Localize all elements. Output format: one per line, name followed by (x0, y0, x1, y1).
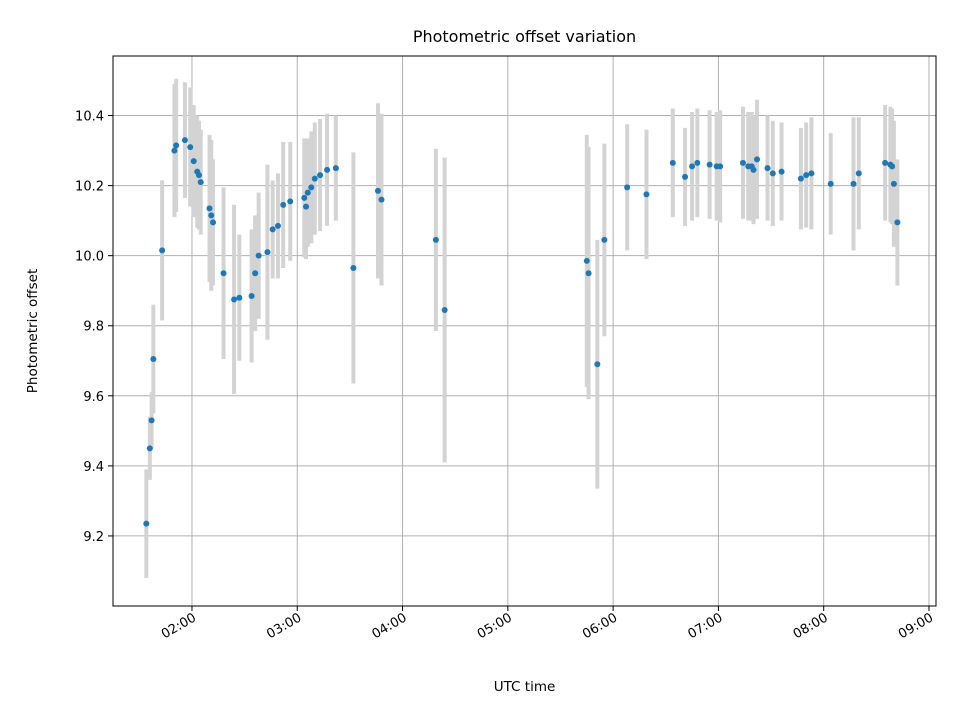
data-point (378, 196, 385, 203)
data-point (624, 184, 631, 191)
y-tick-label: 9.6 (83, 390, 104, 405)
data-point (269, 226, 276, 233)
data-point (682, 173, 689, 180)
data-point (583, 257, 590, 264)
data-point (350, 264, 357, 271)
data-point (159, 247, 166, 254)
data-point (717, 163, 724, 170)
data-point (301, 194, 308, 201)
data-point (280, 201, 287, 208)
data-point (197, 179, 204, 186)
data-point (208, 212, 215, 219)
data-point (855, 170, 862, 177)
data-point (252, 270, 259, 277)
y-tick-label: 10.2 (75, 180, 104, 195)
data-point (601, 236, 608, 243)
data-point (248, 292, 255, 299)
data-point (143, 520, 150, 527)
data-point (171, 147, 178, 154)
plot-frame (112, 55, 937, 607)
data-points (143, 137, 901, 527)
data-point (894, 219, 901, 226)
data-point (308, 184, 315, 191)
data-point (231, 296, 238, 303)
data-point (236, 294, 243, 301)
data-point (374, 187, 381, 194)
data-point (287, 198, 294, 205)
data-point (643, 191, 650, 198)
data-point (441, 306, 448, 313)
data-point (750, 166, 757, 173)
y-tick-label: 10.0 (75, 250, 104, 265)
data-point (706, 161, 713, 168)
data-point (303, 203, 310, 210)
data-point (778, 168, 785, 175)
data-point (195, 172, 202, 179)
data-point (694, 159, 701, 166)
data-point (311, 175, 318, 182)
data-point (210, 219, 217, 226)
data-point (808, 170, 815, 177)
data-point (220, 270, 227, 277)
data-point (264, 249, 271, 256)
x-axis-label: UTC time (494, 679, 556, 695)
data-point (173, 142, 180, 149)
data-point (187, 144, 194, 151)
data-point (181, 137, 188, 144)
data-point (889, 163, 896, 170)
data-point (797, 175, 804, 182)
data-point (754, 156, 761, 163)
data-point (882, 159, 889, 166)
data-point (148, 417, 155, 424)
chart-title: Photometric offset variation (413, 27, 636, 46)
data-point (594, 361, 601, 368)
data-point (190, 158, 197, 165)
data-point (432, 236, 439, 243)
y-tick-label: 9.8 (83, 320, 104, 335)
data-point (689, 163, 696, 170)
y-axis-ticks: 9.2 9.4 9.6 9.8 10.0 10.2 10.4 (75, 110, 113, 545)
data-point (890, 180, 897, 187)
y-tick-label: 9.4 (83, 460, 104, 475)
data-point (827, 180, 834, 187)
data-point (206, 205, 213, 212)
y-tick-label: 9.2 (83, 530, 104, 545)
data-point (769, 170, 776, 177)
data-point (850, 180, 857, 187)
data-point (739, 159, 746, 166)
data-point (317, 172, 324, 179)
y-tick-label: 10.4 (75, 110, 104, 125)
y-axis-label: Photometric offset (25, 269, 41, 393)
data-point (255, 252, 262, 259)
data-point (332, 165, 339, 172)
data-point (803, 172, 810, 179)
data-point (585, 270, 592, 277)
data-point (324, 166, 331, 173)
data-point (146, 445, 153, 452)
data-point (150, 356, 157, 363)
data-point (274, 222, 281, 229)
data-point (764, 165, 771, 172)
data-point (669, 159, 676, 166)
data-point (304, 189, 311, 196)
